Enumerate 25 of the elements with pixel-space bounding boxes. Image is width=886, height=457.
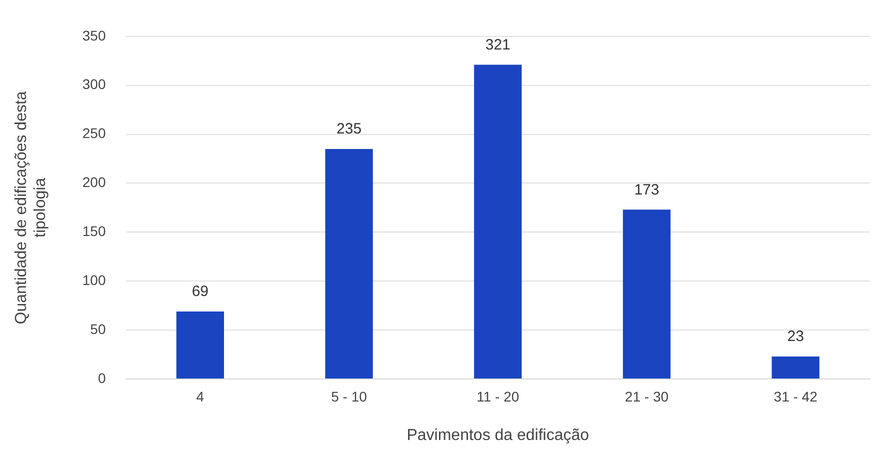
data-label: 235 — [336, 120, 362, 138]
bar — [176, 311, 224, 378]
y-tick-label: 100 — [82, 272, 106, 288]
x-tick-label: 11 - 20 — [476, 388, 520, 404]
y-tick-label: 0 — [98, 370, 106, 386]
y-tick-label: 150 — [82, 223, 106, 240]
data-label: 321 — [485, 36, 510, 54]
y-axis-title: Quantidade de edificações desta tipologia — [13, 91, 50, 324]
bar — [622, 210, 671, 378]
bar — [325, 148, 373, 378]
y-tick-label: 50 — [90, 320, 106, 337]
data-label: 173 — [634, 181, 660, 198]
data-label: 23 — [787, 328, 804, 346]
x-tick-label: 5 - 10 — [331, 388, 368, 404]
bar — [474, 64, 522, 378]
y-tick-label: 250 — [82, 125, 106, 142]
y-tick-label: 200 — [82, 174, 106, 190]
x-tick-label: 4 — [196, 388, 204, 404]
x-tick-label: 21 - 30 — [624, 388, 669, 404]
bar — [772, 356, 820, 378]
x-axis-title: Pavimentos da edificação — [406, 426, 590, 444]
y-tick-label: 300 — [82, 76, 106, 92]
x-tick-label: 31 - 42 — [774, 388, 818, 404]
y-tick-label: 350 — [82, 27, 106, 44]
data-label: 69 — [192, 283, 209, 300]
